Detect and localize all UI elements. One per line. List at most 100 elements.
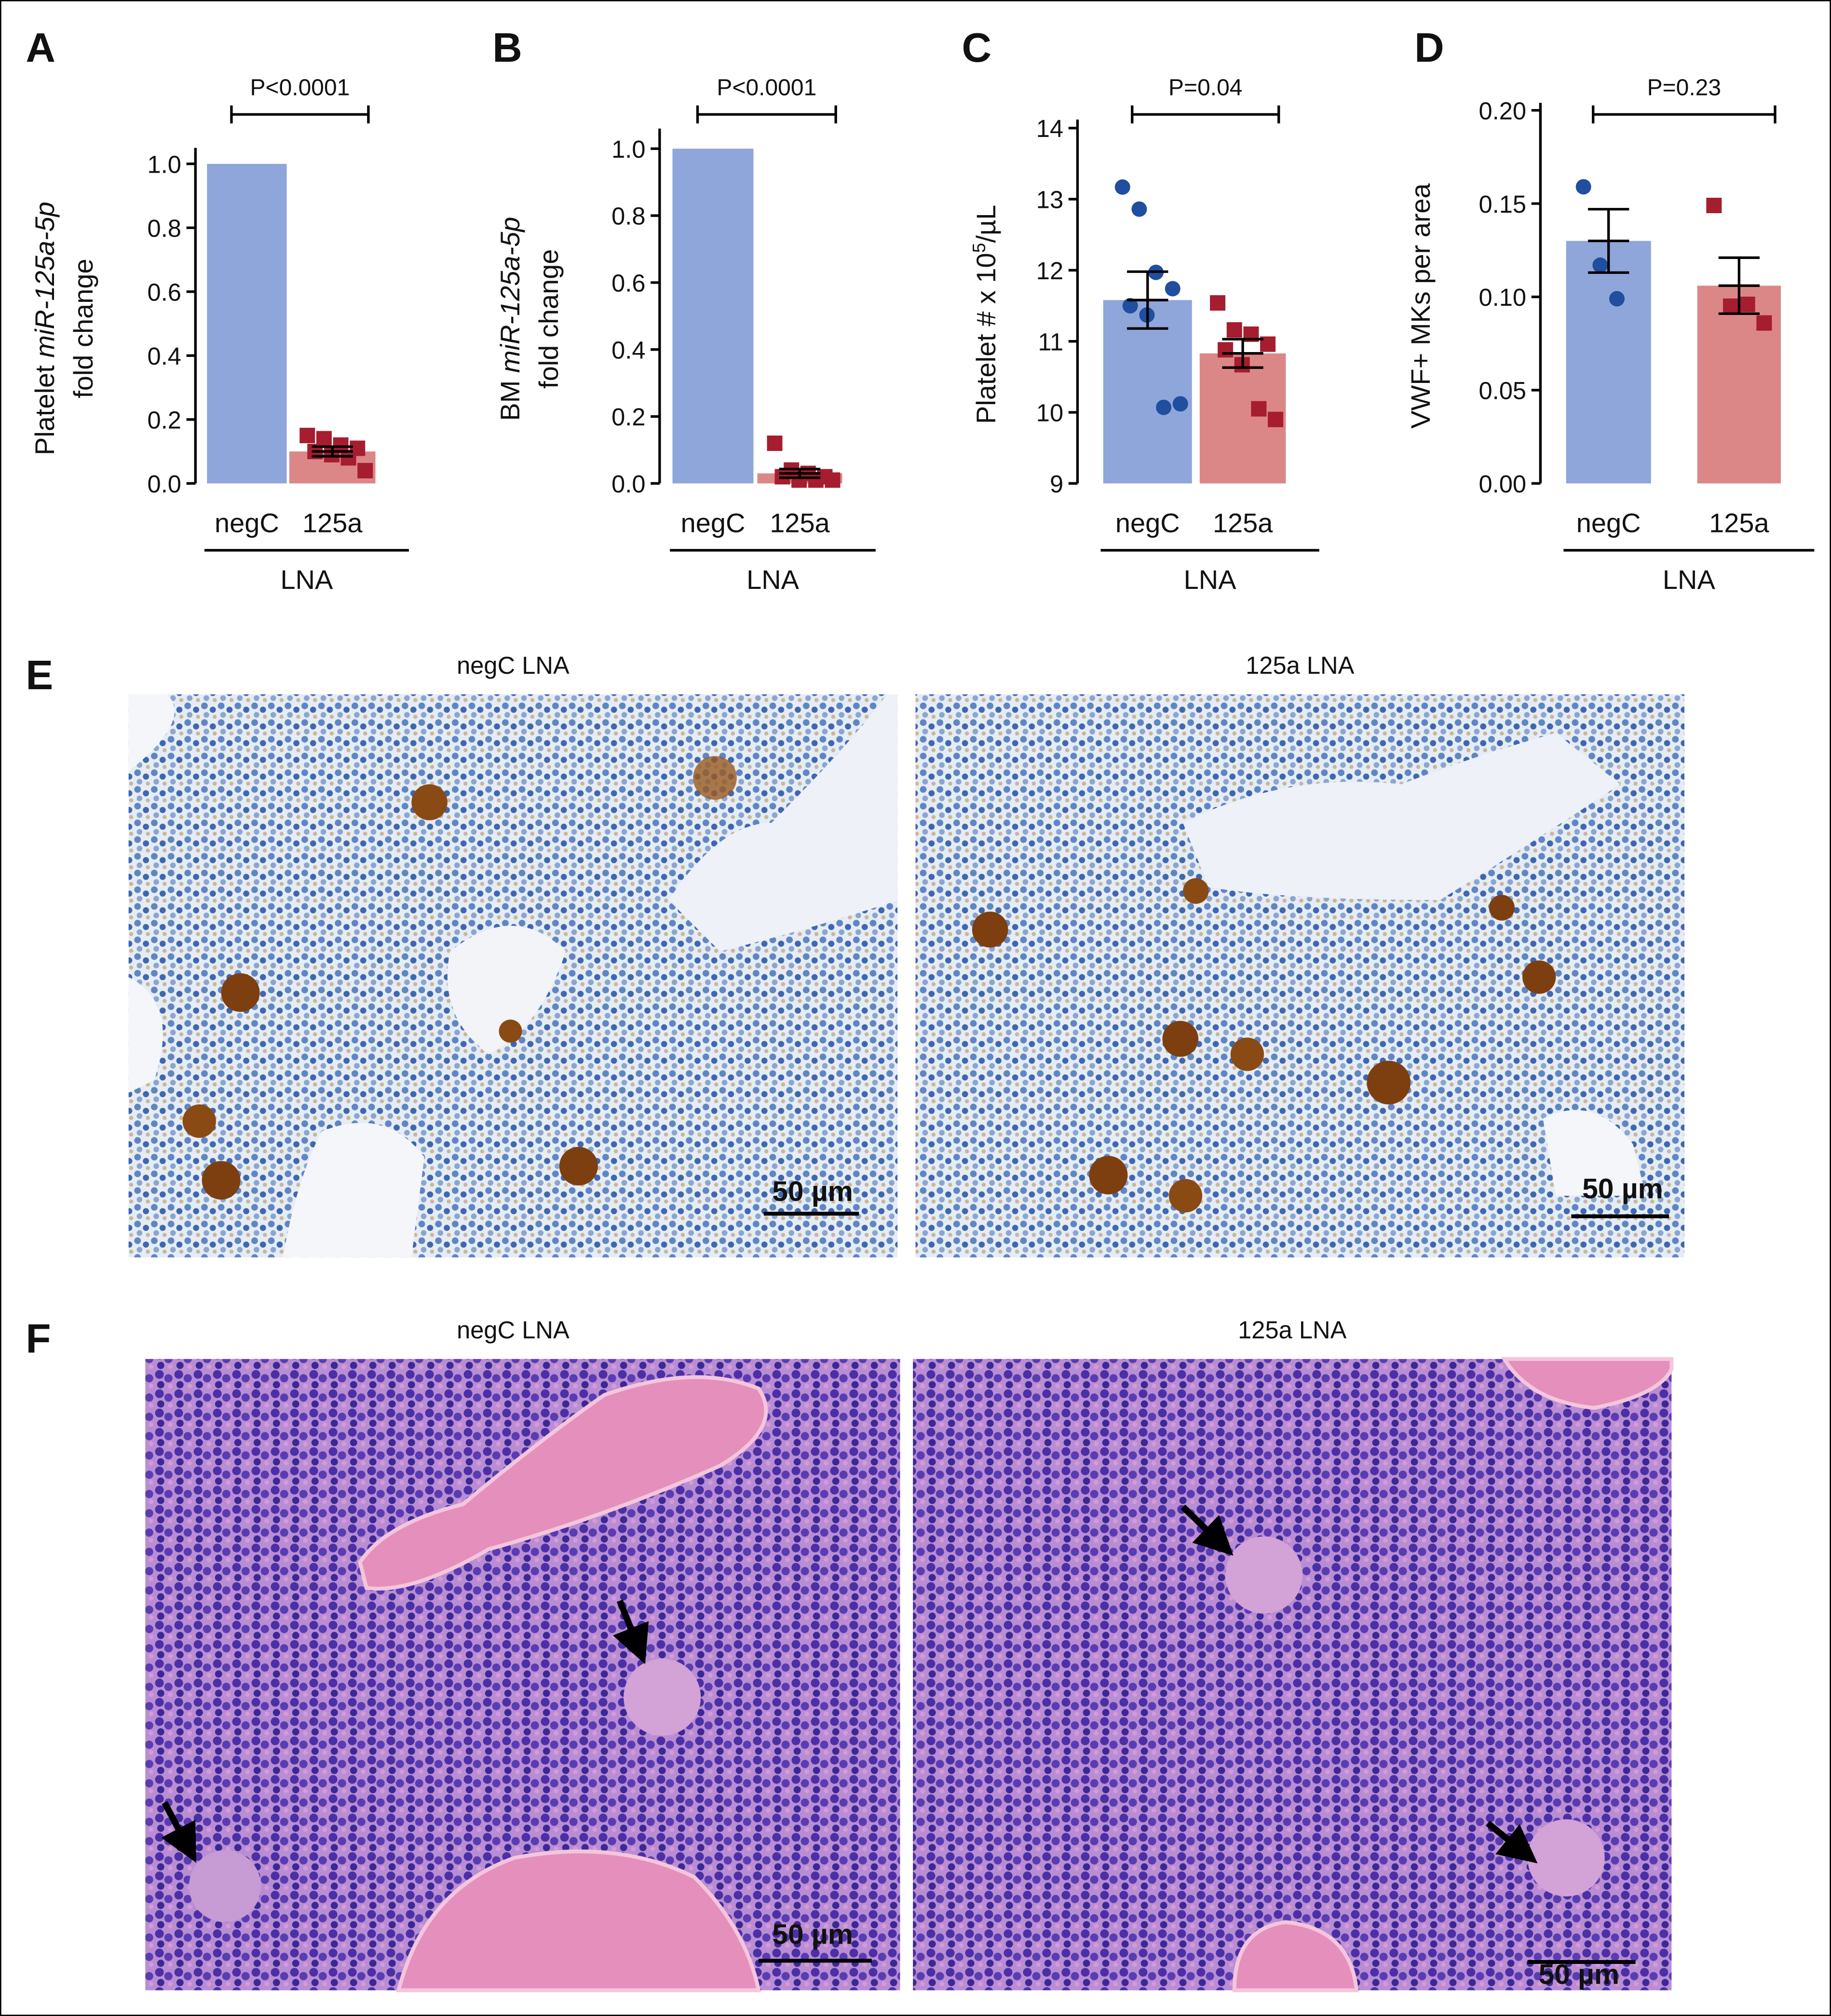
x-tick-label: 125a bbox=[302, 508, 363, 538]
data-point bbox=[1165, 281, 1180, 297]
x-tick-label: 125a bbox=[1709, 508, 1769, 538]
data-point bbox=[1172, 396, 1188, 412]
bar bbox=[1103, 300, 1192, 484]
p-value: P<0.0001 bbox=[717, 75, 816, 100]
data-point bbox=[1592, 257, 1608, 273]
data-point bbox=[1122, 298, 1138, 313]
y-axis-label-part: BM bbox=[495, 373, 525, 421]
y-tick-label: 0.2 bbox=[611, 403, 645, 431]
y-tick-label: 0.05 bbox=[1478, 377, 1526, 405]
y-axis-label-part: fold change bbox=[68, 259, 98, 398]
bar bbox=[672, 149, 754, 484]
x-tick-label: negC bbox=[681, 508, 746, 538]
y-axis-label-part: VWF+ MKs per area bbox=[1405, 183, 1436, 428]
error-bar bbox=[1127, 270, 1168, 330]
data-point bbox=[1131, 201, 1147, 217]
x-tick-label: 125a bbox=[1213, 508, 1273, 538]
image-title: negC LNA bbox=[457, 652, 570, 679]
scale-bar-label: 50 µm bbox=[772, 1919, 853, 1950]
data-point bbox=[1723, 298, 1739, 314]
y-tick-label: 12 bbox=[1036, 257, 1063, 285]
panel-letter: B bbox=[492, 25, 522, 71]
error-bar bbox=[1718, 256, 1760, 315]
y-tick-label: 1.0 bbox=[611, 136, 645, 163]
error-bar bbox=[1222, 338, 1263, 369]
panel-letter: D bbox=[1414, 25, 1444, 71]
data-point bbox=[1156, 399, 1172, 415]
y-tick-label: 0.10 bbox=[1478, 284, 1526, 311]
y-axis-label-part: miR-125a-5p bbox=[29, 202, 60, 357]
p-value: P<0.0001 bbox=[250, 75, 350, 100]
y-axis-label-part: miR-125a-5p bbox=[495, 217, 525, 373]
y-tick-label: 1.0 bbox=[148, 150, 181, 178]
data-point bbox=[299, 427, 315, 443]
p-value: P=0.23 bbox=[1647, 75, 1721, 100]
y-tick-label: 0.6 bbox=[611, 270, 645, 297]
y-tick-label: 0.2 bbox=[148, 406, 181, 434]
y-tick-label: 10 bbox=[1036, 399, 1063, 427]
he-image bbox=[913, 1357, 1674, 1992]
data-point bbox=[1226, 322, 1242, 338]
panel-letter: E bbox=[26, 653, 53, 698]
y-axis-label-part: 5 bbox=[969, 243, 989, 253]
x-tick-label: negC bbox=[215, 508, 279, 538]
group-label: LNA bbox=[746, 564, 800, 595]
p-value: P=0.04 bbox=[1168, 75, 1242, 100]
data-point bbox=[825, 472, 841, 488]
y-axis-label: VWF+ MKs per area bbox=[1405, 183, 1436, 428]
data-point bbox=[1609, 291, 1625, 307]
image-title: 125a LNA bbox=[1238, 1316, 1346, 1344]
group-label: LNA bbox=[1184, 564, 1237, 595]
y-tick-label: 0.15 bbox=[1478, 191, 1526, 218]
he-image bbox=[145, 1359, 900, 1992]
error-bar bbox=[779, 467, 821, 479]
x-tick-label: negC bbox=[1115, 508, 1180, 538]
scale-bar-label: 50 µm bbox=[1582, 1173, 1663, 1205]
data-point bbox=[1210, 295, 1226, 311]
data-point bbox=[767, 436, 783, 451]
y-tick-label: 0.4 bbox=[148, 342, 181, 370]
y-tick-label: 0.4 bbox=[611, 336, 645, 364]
x-tick-label: 125a bbox=[770, 508, 830, 538]
scale-bar-label: 50 µm bbox=[1539, 1959, 1619, 1990]
y-axis-label-part: fold change bbox=[533, 249, 564, 388]
bar bbox=[1566, 241, 1651, 484]
data-point bbox=[1114, 179, 1130, 195]
y-tick-label: 0.6 bbox=[148, 278, 181, 306]
y-tick-label: 0.00 bbox=[1478, 470, 1526, 498]
data-point bbox=[808, 472, 824, 488]
significance-bracket bbox=[696, 105, 837, 123]
data-point bbox=[1706, 198, 1722, 214]
y-tick-label: 0.0 bbox=[611, 470, 645, 498]
y-axis-label-part: /µL bbox=[971, 205, 1001, 243]
error-bar bbox=[1588, 208, 1629, 274]
group-label: LNA bbox=[1663, 564, 1716, 595]
y-axis-label: Platelet # x 105/µL bbox=[969, 205, 1001, 424]
panel-letter: F bbox=[26, 1316, 51, 1362]
scale-bar-label: 50 µm bbox=[772, 1176, 853, 1207]
ihc-image bbox=[128, 694, 898, 1258]
image-title: negC LNA bbox=[457, 1316, 570, 1344]
bar bbox=[207, 163, 287, 484]
y-tick-label: 11 bbox=[1038, 328, 1064, 355]
y-axis-label-part: Platelet bbox=[29, 358, 60, 455]
x-tick-label: negC bbox=[1576, 508, 1641, 538]
panel-letter: C bbox=[962, 25, 991, 71]
y-axis-label-part: Platelet # x 10 bbox=[971, 253, 1001, 424]
ihc-image bbox=[915, 694, 1685, 1258]
significance-bracket bbox=[1592, 105, 1777, 123]
y-tick-label: 0.0 bbox=[148, 470, 181, 498]
image-title: 125a LNA bbox=[1246, 652, 1354, 679]
y-axis-label: Platelet miR-125a-5p bbox=[29, 202, 60, 455]
data-point bbox=[1756, 315, 1772, 331]
y-axis-label: BM miR-125a-5p bbox=[495, 217, 525, 421]
data-point bbox=[1268, 411, 1284, 427]
y-axis-label: fold change bbox=[68, 259, 98, 398]
y-tick-label: 9 bbox=[1050, 470, 1063, 498]
y-tick-label: 14 bbox=[1036, 115, 1063, 142]
significance-bracket bbox=[230, 105, 370, 123]
data-point bbox=[1739, 297, 1755, 313]
y-tick-label: 13 bbox=[1036, 186, 1063, 214]
